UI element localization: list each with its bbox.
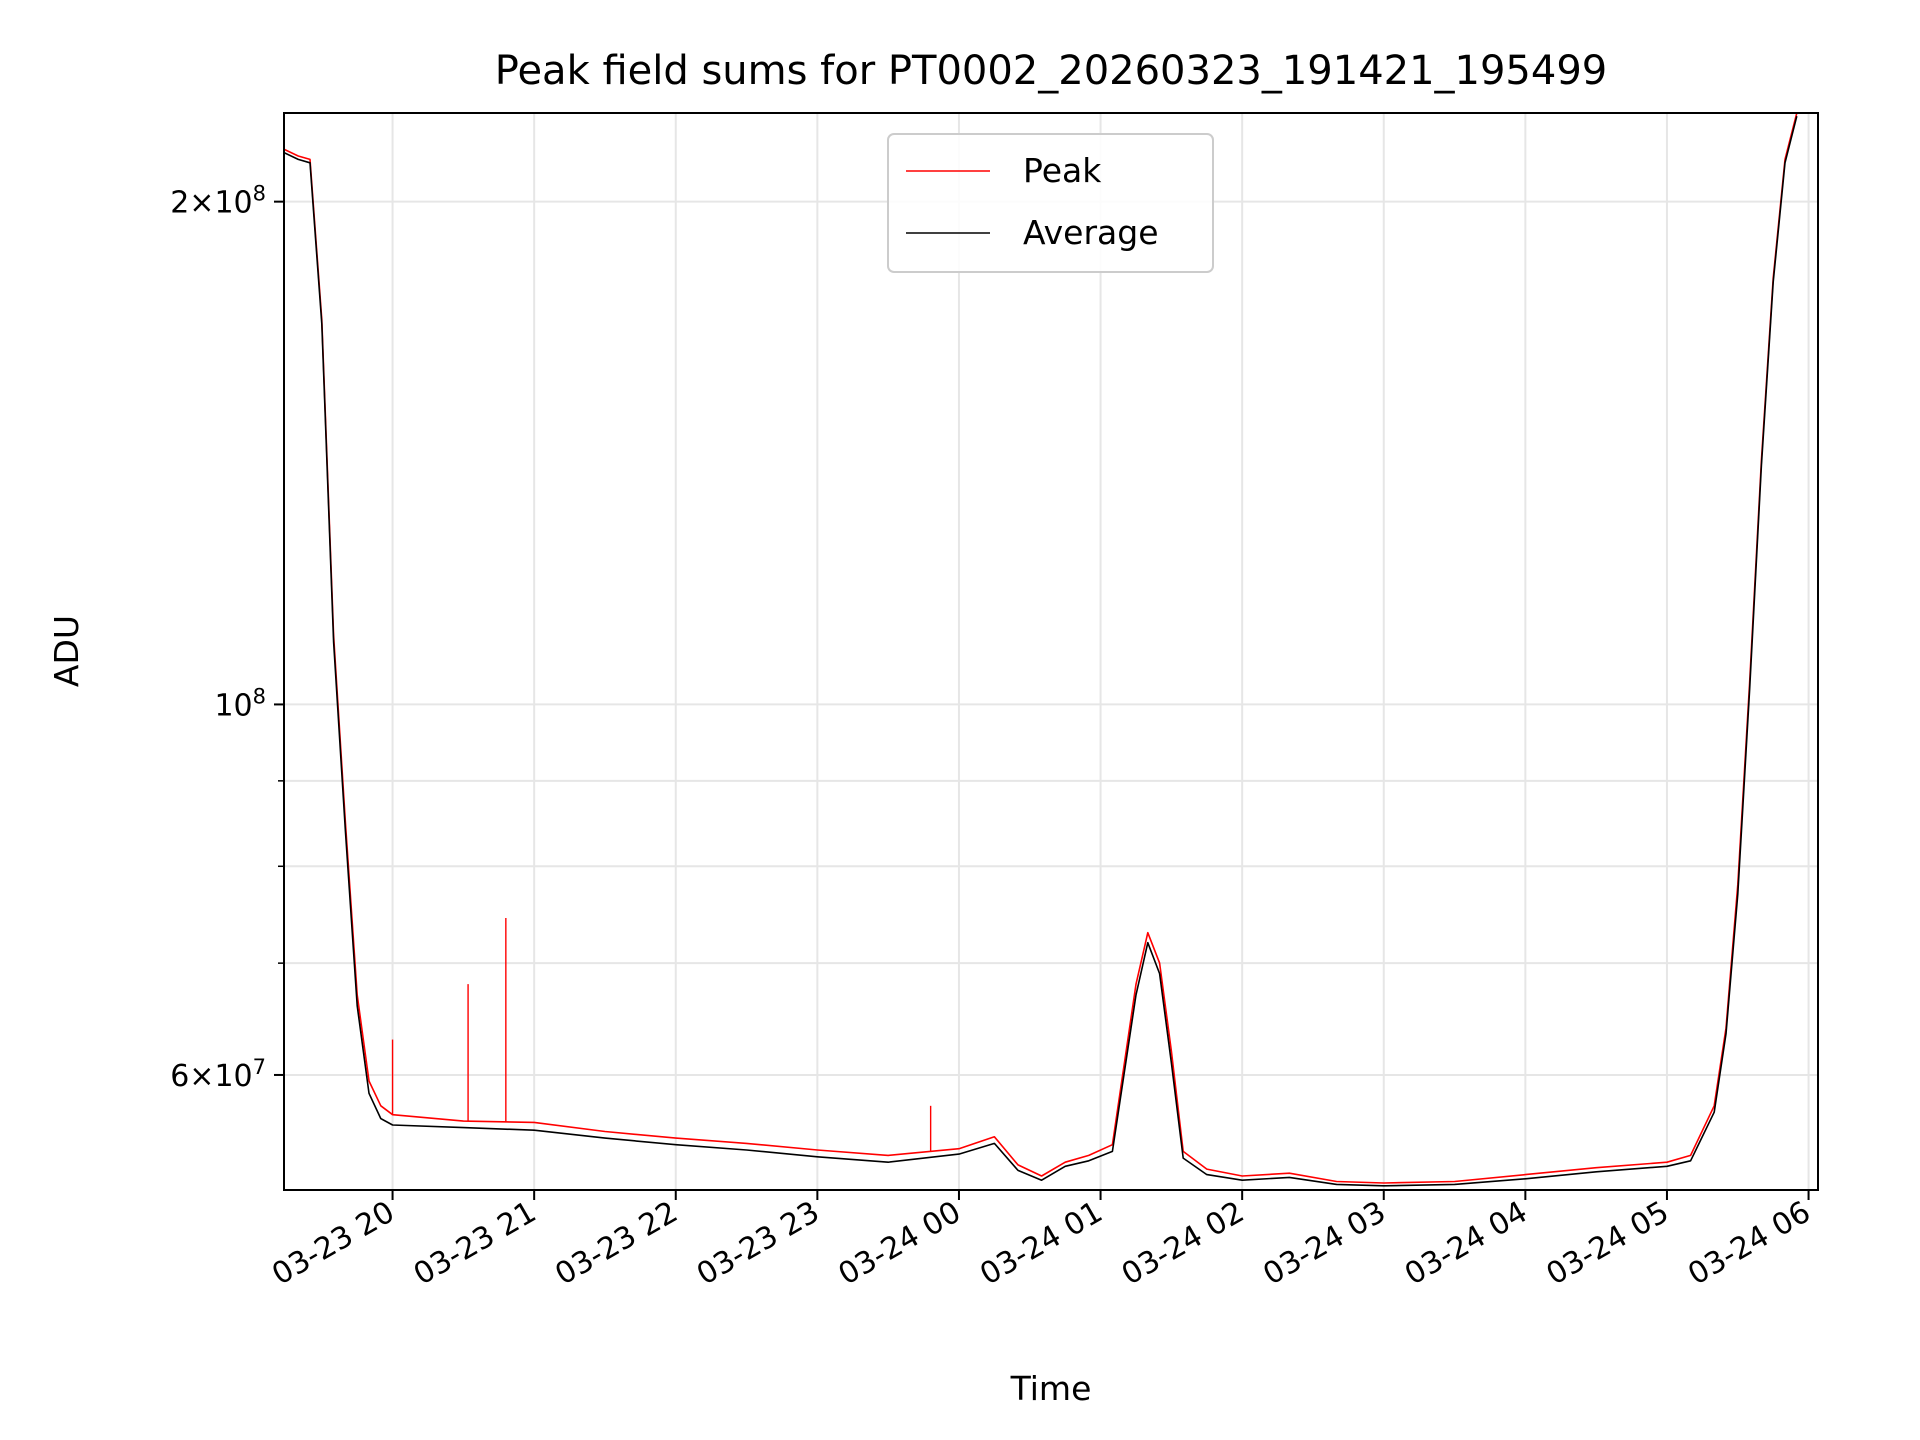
series-line-peak (284, 113, 1798, 1184)
y-axis: 6×107 108 2×108 (170, 182, 284, 1094)
legend-box (887, 133, 1214, 273)
chart-title: Peak field sums for PT0002_20260323_1914… (495, 48, 1607, 94)
legend-label-average: Average (1023, 213, 1159, 252)
y-tick-label: 6×107 (170, 1055, 266, 1094)
legend-label-peak: Peak (1023, 151, 1102, 190)
y-tick-label: 2×108 (170, 182, 266, 221)
series-line-average (284, 116, 1798, 1187)
y-tick-label: 108 (214, 684, 266, 723)
series-layer (284, 113, 1798, 1187)
x-axis-title: Time (1010, 1369, 1092, 1408)
plot-frame (283, 112, 1819, 1191)
y-axis-title: ADU (47, 615, 86, 687)
legend: Peak Average (887, 133, 1214, 273)
